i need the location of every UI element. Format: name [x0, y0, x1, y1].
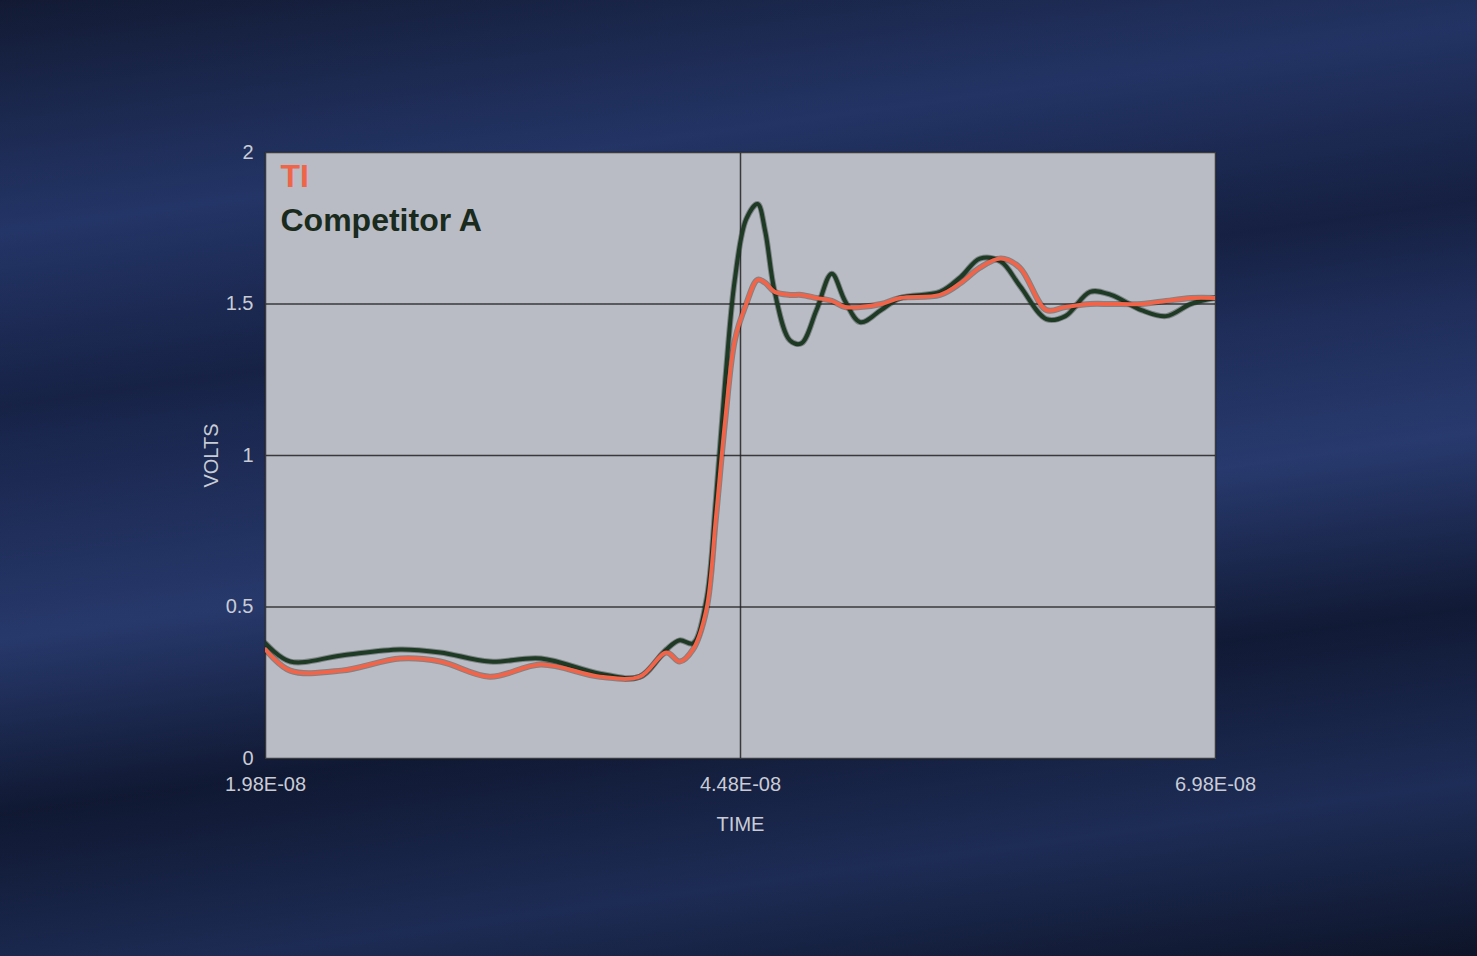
svg-text:2: 2: [242, 141, 253, 163]
svg-text:4.48E-08: 4.48E-08: [700, 773, 781, 795]
svg-text:TIME: TIME: [717, 813, 765, 835]
svg-text:1: 1: [242, 444, 253, 466]
svg-text:0.5: 0.5: [226, 595, 254, 617]
svg-text:TI: TI: [281, 158, 309, 194]
svg-text:Competitor A: Competitor A: [281, 202, 482, 238]
svg-text:0: 0: [242, 747, 253, 769]
svg-text:1.98E-08: 1.98E-08: [225, 773, 306, 795]
svg-text:1.5: 1.5: [226, 292, 254, 314]
svg-text:VOLTS: VOLTS: [200, 423, 222, 487]
svg-text:6.98E-08: 6.98E-08: [1175, 773, 1256, 795]
